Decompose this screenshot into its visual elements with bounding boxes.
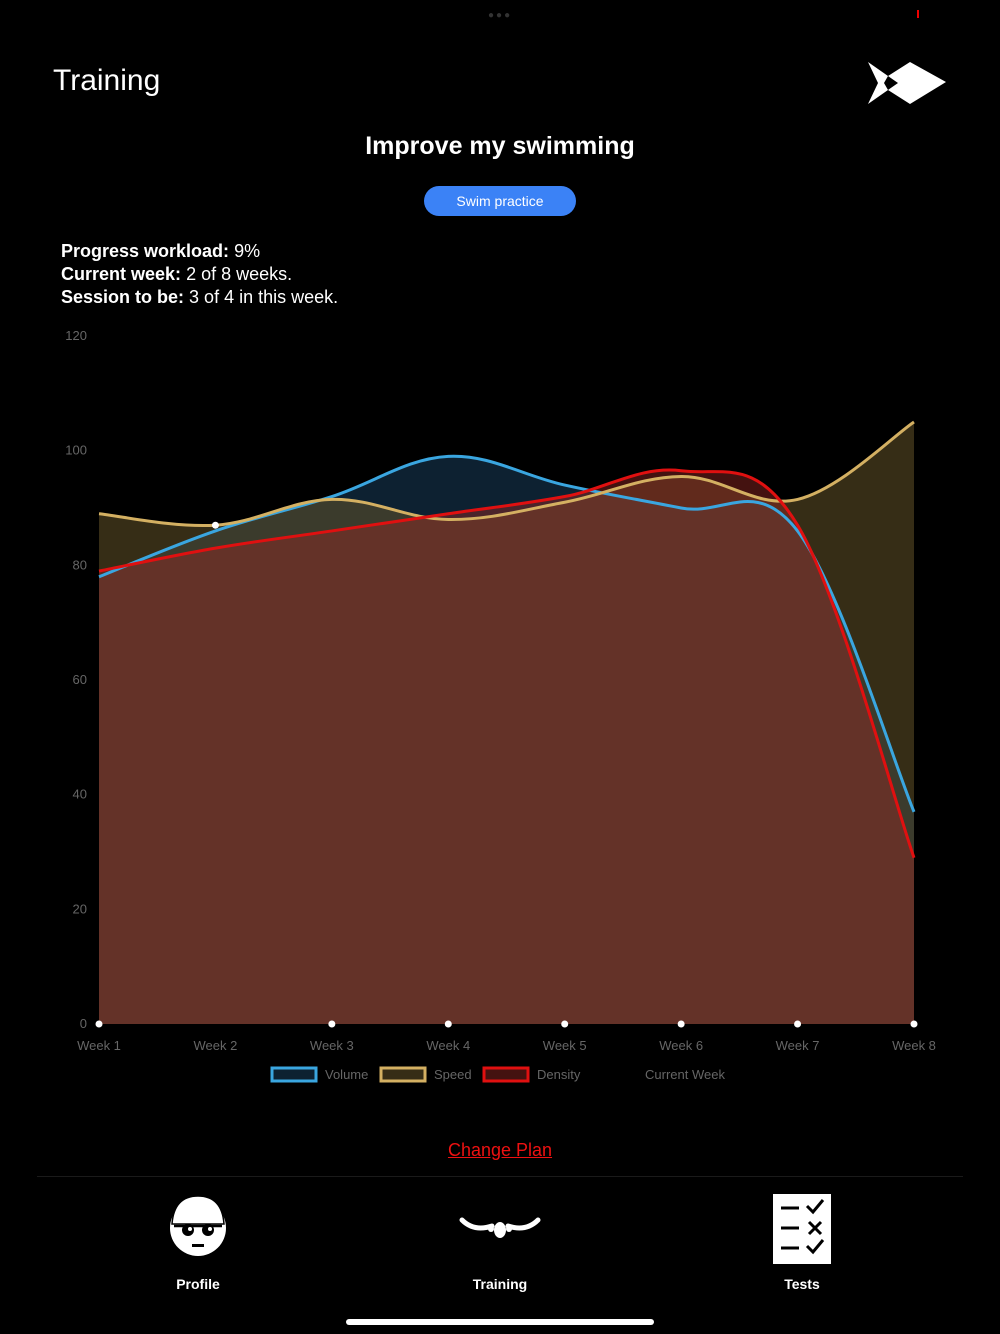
legend-swatch-volume — [270, 1066, 318, 1083]
legend-label-volume: Volume — [325, 1067, 368, 1082]
x-tick-label: Week 4 — [426, 1038, 470, 1053]
y-tick-label: 80 — [73, 557, 87, 572]
week-marker-point — [677, 1020, 685, 1028]
workload-chart: 0 20 40 60 80 100 120 Week 1 Week 2 Week 3 Week 4 W… — [65, 328, 936, 1083]
session-row: Session to be: 3 of 4 in this week. — [61, 287, 339, 307]
week-marker-point — [561, 1020, 569, 1028]
legend-label-current-week: Current Week — [645, 1067, 725, 1082]
week-marker-point — [95, 1020, 103, 1028]
x-tick-label: Week 1 — [77, 1038, 121, 1053]
current-week-row: Current week: 2 of 8 weeks. — [61, 264, 293, 284]
tab-tests-label: Tests — [784, 1276, 820, 1292]
plan-title: Improve my swimming — [365, 132, 635, 160]
week-marker-point — [794, 1020, 802, 1028]
page-title: Training — [53, 64, 161, 97]
series-line-speed — [98, 420, 915, 528]
tab-profile[interactable]: Profile — [98, 1190, 298, 1292]
week-marker-point — [444, 1020, 452, 1028]
progress-workload-row: Progress workload: 9% — [61, 241, 261, 261]
multitask-dots-icon: ●●● — [488, 10, 513, 21]
home-indicator — [346, 1319, 654, 1325]
y-tick-label: 40 — [73, 787, 87, 802]
swim-stroke-icon — [459, 1217, 541, 1238]
x-tick-label: Week 6 — [659, 1038, 703, 1053]
brand-logo-icon — [868, 62, 946, 104]
tab-tests[interactable]: Tests — [702, 1190, 902, 1292]
x-tick-label: Week 8 — [892, 1038, 936, 1053]
tab-training-label: Training — [472, 1276, 528, 1292]
legend-label-speed: Speed — [434, 1067, 472, 1082]
legend-label-density: Density — [537, 1067, 581, 1082]
y-tick-label: 120 — [65, 328, 87, 343]
change-plan-row: Change Plan — [0, 1140, 1000, 1161]
tab-bar-divider — [37, 1176, 963, 1177]
x-tick-label: Week 7 — [776, 1038, 820, 1053]
current-week-point — [211, 521, 219, 529]
legend-swatch-density — [482, 1066, 530, 1083]
x-tick-label: Week 3 — [310, 1038, 354, 1053]
y-tick-label: 60 — [73, 672, 87, 687]
area-density — [99, 469, 914, 1024]
tab-profile-label: Profile — [176, 1276, 220, 1292]
legend-swatch-speed — [379, 1066, 427, 1083]
series-line-density — [98, 468, 916, 859]
swimmer-cap-icon — [170, 1195, 226, 1256]
swim-practice-button[interactable]: Swim practice — [424, 186, 576, 216]
y-tick-label: 100 — [65, 443, 87, 458]
week-marker-point — [910, 1020, 918, 1028]
progress-stats: Progress workload: 9% Current week: 2 of… — [61, 240, 338, 309]
area-speed — [99, 422, 914, 1024]
week-marker-point — [328, 1020, 336, 1028]
y-tick-label: 0 — [80, 1016, 87, 1031]
y-tick-label: 20 — [73, 901, 87, 916]
x-tick-label: Week 5 — [543, 1038, 587, 1053]
x-tick-label: Week 2 — [194, 1038, 238, 1053]
checklist-icon — [773, 1194, 831, 1264]
change-plan-link[interactable]: Change Plan — [447, 1140, 553, 1160]
tab-training[interactable]: Training — [400, 1190, 600, 1292]
recording-indicator — [917, 10, 919, 18]
